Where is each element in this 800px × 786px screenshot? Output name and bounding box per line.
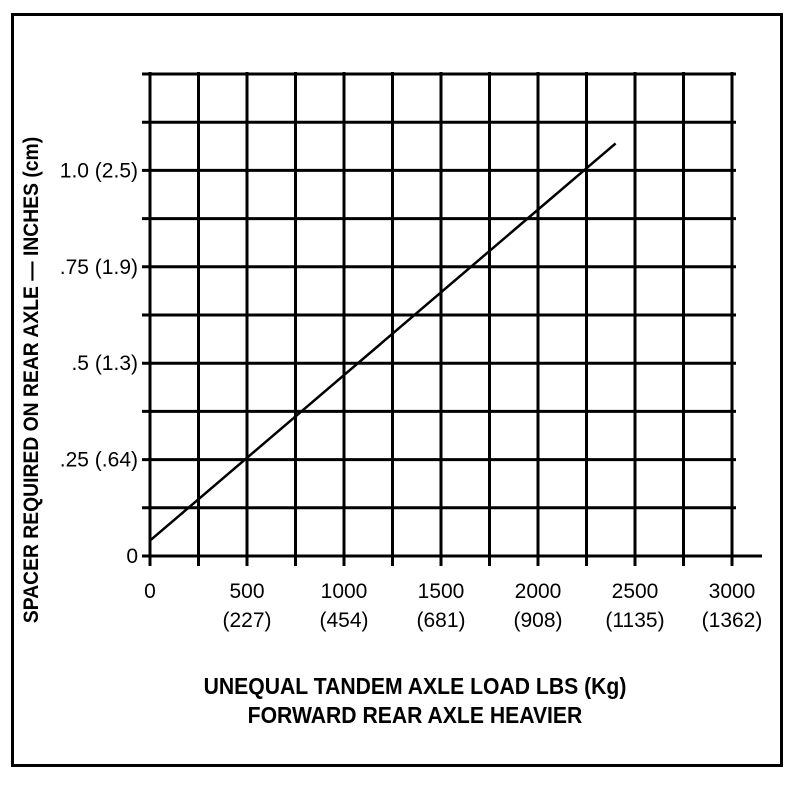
tick-labels: 0 500 (227) 1000 (454) 1500 (681) 2000 (908) 2500…	[60, 159, 763, 632]
axes	[142, 72, 762, 566]
x-tick-sublabel: (454)	[319, 609, 368, 632]
x-tick-sublabel: (681)	[416, 609, 465, 632]
x-tick-label: 500	[229, 580, 264, 603]
grid-lines	[142, 72, 736, 566]
x-tick-label: 0	[144, 580, 156, 603]
x-tick-label: 1000	[321, 580, 368, 603]
x-tick-sublabel: (908)	[513, 609, 562, 632]
x-axis-label-line-2: FORWARD REAR AXLE HEAVIER	[247, 702, 583, 728]
x-tick-sublabel: (1135)	[605, 609, 664, 632]
x-tick-label: 2500	[612, 580, 659, 603]
y-axis-label: SPACER REQUIRED ON REAR AXLE — INCHES (c…	[20, 136, 43, 624]
series-layer	[149, 142, 617, 542]
x-tick-sublabel: (227)	[222, 609, 271, 632]
x-axis-label-line-1: UNEQUAL TANDEM AXLE LOAD LBS (Kg)	[203, 673, 627, 699]
y-tick-label: .5 (1.3)	[71, 352, 138, 375]
y-tick-label: 0	[126, 545, 138, 568]
x-tick-label: 1500	[418, 580, 465, 603]
x-tick-sublabel: (1362)	[702, 609, 763, 632]
chart-frame	[11, 13, 783, 767]
series-line	[149, 142, 617, 542]
y-tick-label: .25 (.64)	[60, 449, 138, 472]
x-tick-label: 3000	[709, 580, 756, 603]
y-tick-label: 1.0 (2.5)	[60, 159, 138, 182]
y-tick-label: .75 (1.9)	[60, 256, 138, 279]
x-tick-label: 2000	[515, 580, 562, 603]
